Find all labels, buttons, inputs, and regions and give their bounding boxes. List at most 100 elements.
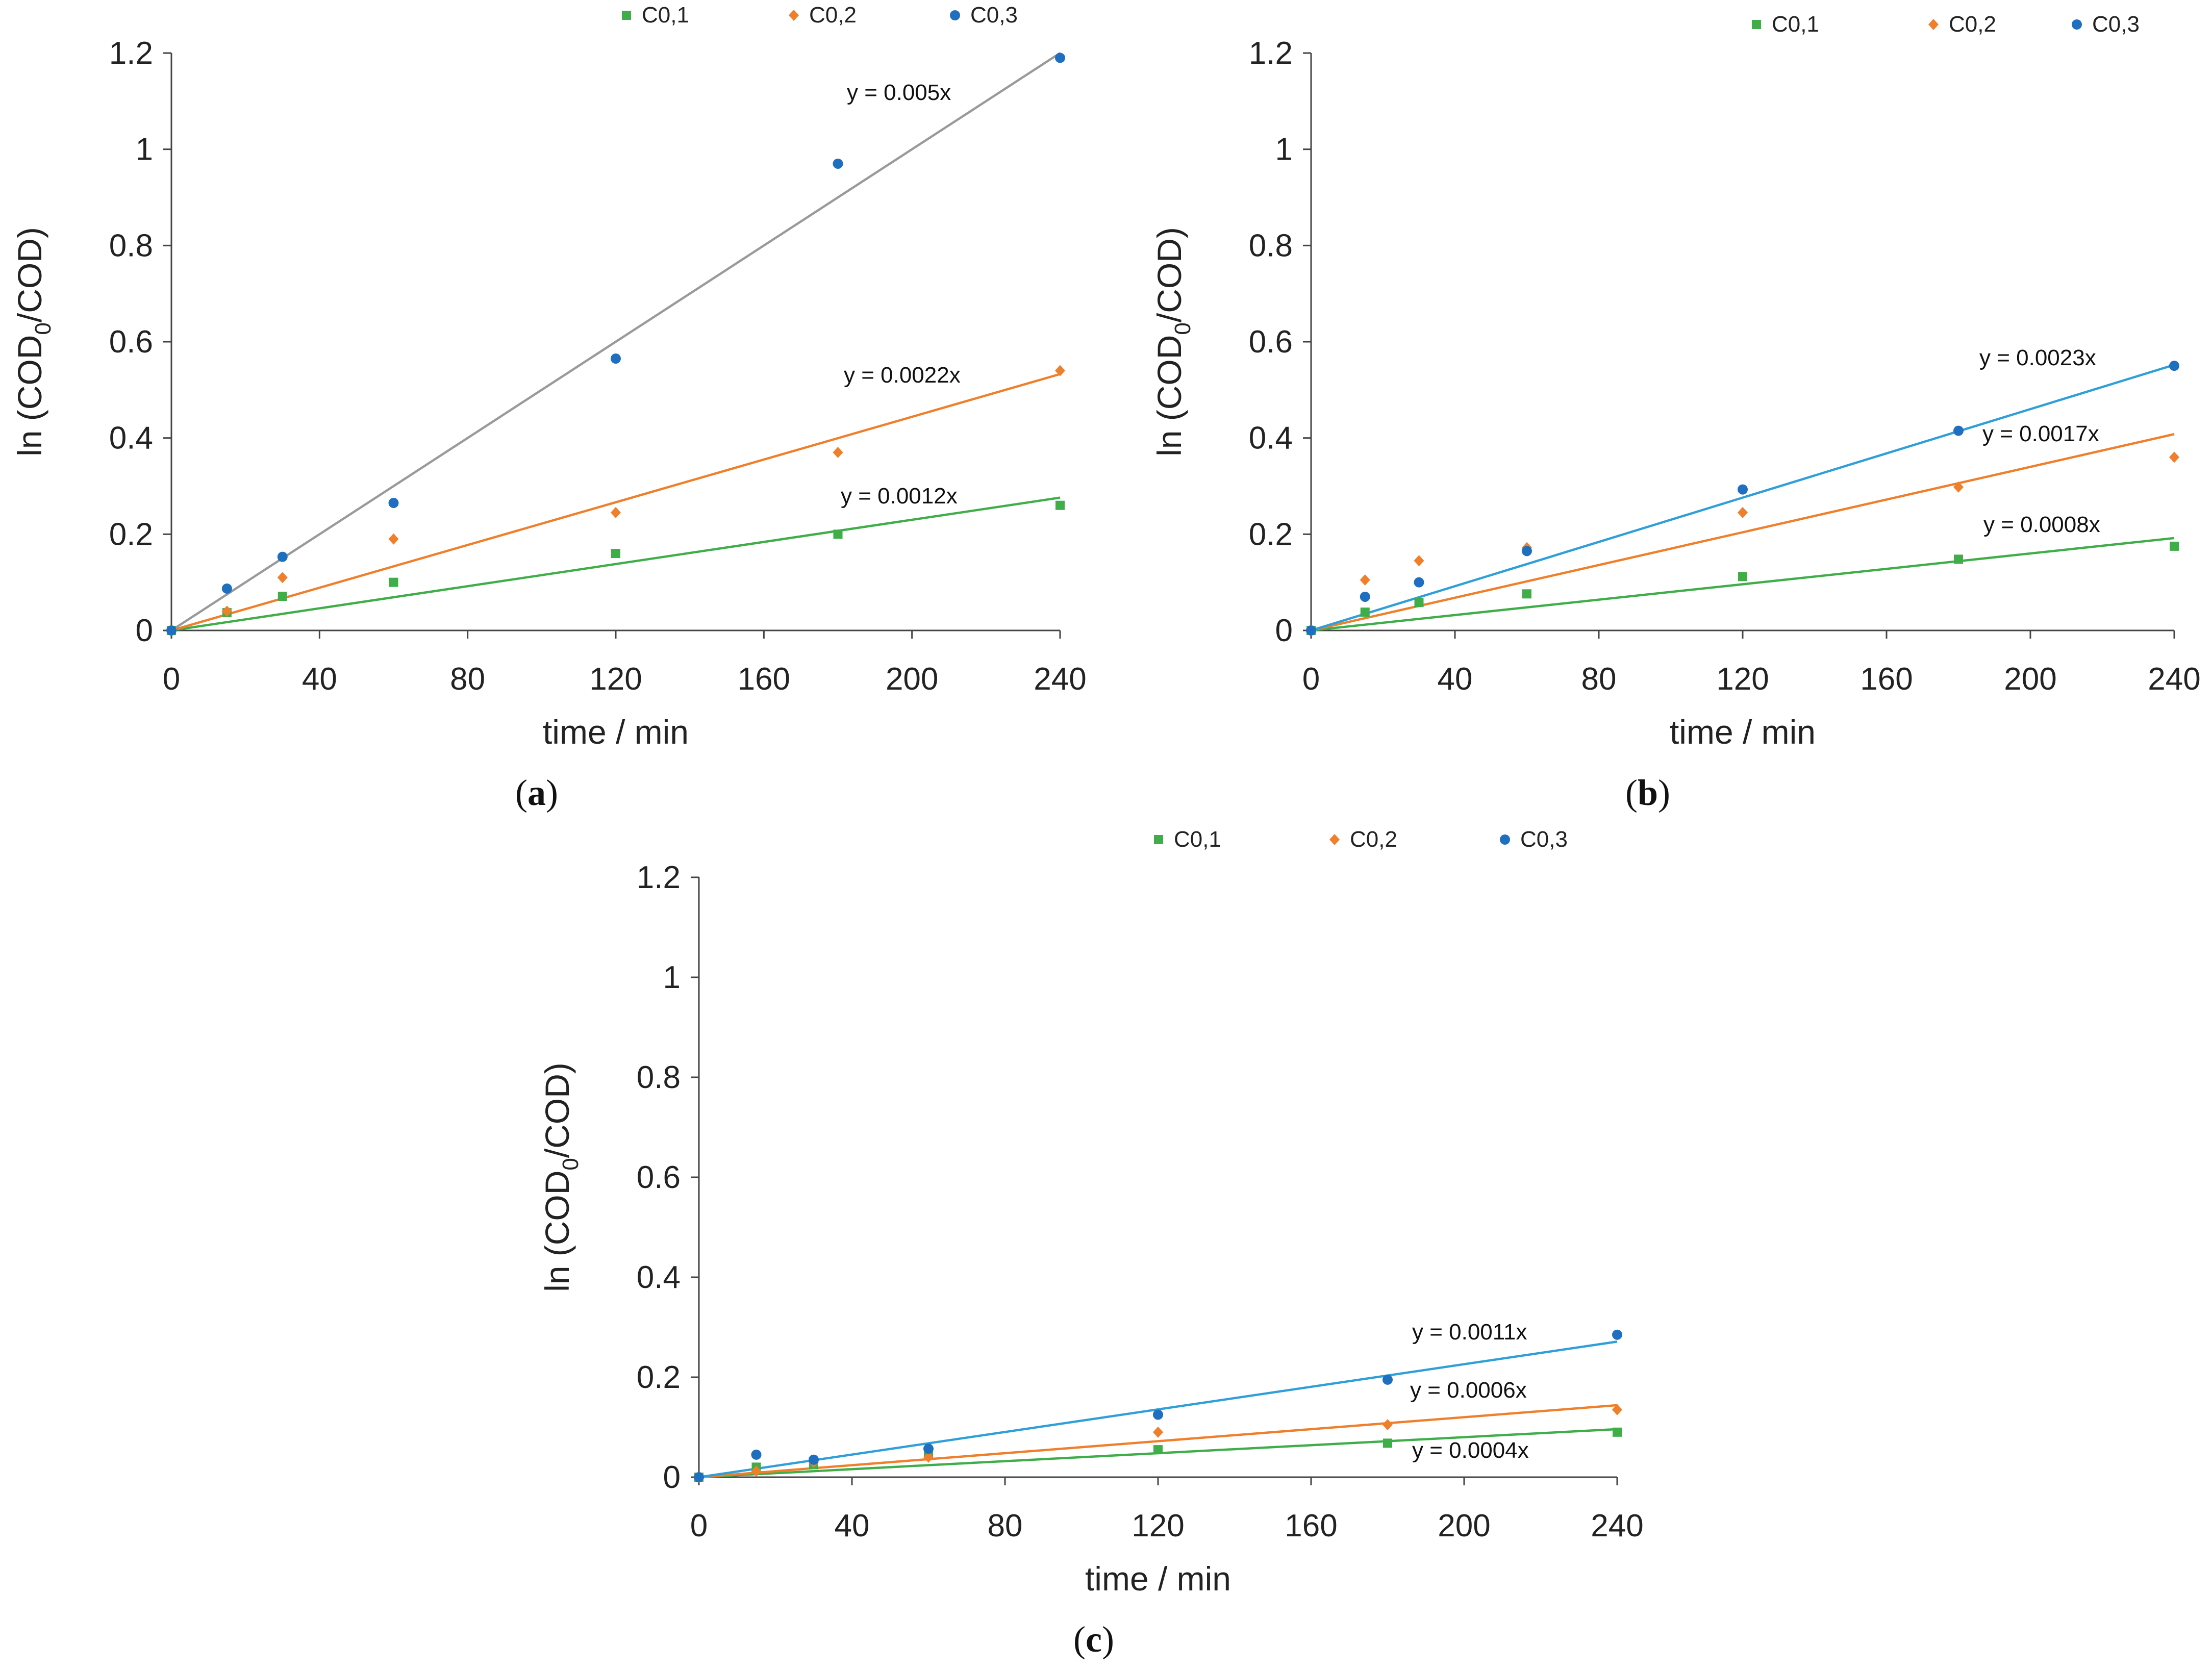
data-point	[1414, 598, 1424, 607]
y-axis-title-prefix: ln (COD	[11, 335, 48, 457]
data-point	[1153, 1445, 1163, 1455]
y-tick-label: 0.4	[1249, 421, 1293, 456]
legend: C0,1 C0,2 C0,3	[1154, 827, 1568, 852]
legend-label: C0,1	[1772, 12, 1819, 37]
data-point	[278, 592, 287, 601]
x-tick-label: 40	[1438, 662, 1473, 697]
legend: C0,1 C0,2 C0,3	[622, 3, 1018, 28]
data-point	[221, 583, 232, 594]
data-point	[1360, 574, 1370, 586]
y-tick-label: 0.4	[637, 1260, 681, 1295]
y-tick-label: 0	[663, 1460, 681, 1495]
x-tick-label: 160	[1285, 1508, 1337, 1543]
data-point	[1360, 591, 1370, 602]
legend-marker	[950, 10, 960, 20]
fit-equation-label: y = 0.0023x	[1979, 345, 2096, 370]
data-point	[1612, 1404, 1622, 1415]
data-point	[1383, 1438, 1392, 1448]
data-point	[1522, 589, 1531, 599]
y-tick-label: 1	[1275, 132, 1293, 167]
y-axis-title-suffix: /COD)	[11, 227, 48, 322]
data-point	[2169, 451, 2179, 463]
data-point	[1055, 53, 1065, 63]
data-point	[1153, 1409, 1163, 1420]
data-point	[1738, 507, 1748, 518]
fit-equation-label: y = 0.0006x	[1410, 1378, 1527, 1403]
x-tick-label: 40	[302, 662, 337, 697]
y-axis-title-subscript: 0	[1170, 322, 1195, 335]
fit-line-c0-2	[1311, 433, 2175, 632]
y-axis-title-prefix: ln (COD	[538, 1171, 576, 1292]
legend-label: C0,3	[1520, 827, 1568, 852]
data-point	[923, 1451, 934, 1463]
fit-line-c0-3	[1311, 364, 2175, 632]
legend-label: C0,2	[809, 3, 857, 28]
data-point	[1738, 484, 1748, 495]
fit-line-c0-3	[698, 1340, 1618, 1479]
fit-equation-label: y = 0.0004x	[1412, 1438, 1529, 1463]
x-axis-title: time / min	[1085, 1560, 1231, 1598]
data-point	[833, 529, 843, 539]
y-tick-label: 0.8	[109, 228, 153, 263]
data-point	[1612, 1329, 1622, 1340]
x-tick-label: 80	[1581, 662, 1617, 697]
fit-line-c0-2	[698, 1404, 1618, 1479]
y-tick-label: 0.4	[109, 421, 153, 456]
y-tick-label: 0.6	[637, 1160, 681, 1195]
data-point	[1954, 554, 1963, 564]
y-axis-title-subscript: 0	[558, 1158, 583, 1170]
data-point	[1153, 1426, 1163, 1438]
y-tick-label: 0	[1275, 613, 1293, 648]
data-point	[1055, 500, 1065, 510]
panel-label: (b)	[1625, 772, 1670, 813]
legend-marker	[622, 11, 631, 20]
series-points-c0-3	[166, 53, 1065, 636]
fit-equation-label: y = 0.0012x	[841, 484, 958, 509]
legend-marker	[2072, 19, 2082, 30]
x-tick-label: 120	[1132, 1508, 1184, 1543]
x-tick-label: 200	[2004, 662, 2056, 697]
data-point	[1382, 1374, 1393, 1385]
series-points-c0-3	[694, 1329, 1622, 1482]
data-point	[1414, 577, 1424, 588]
y-tick-label: 0	[136, 613, 153, 648]
legend-marker	[1500, 834, 1510, 845]
x-tick-label: 0	[1302, 662, 1320, 697]
data-point	[1055, 365, 1065, 376]
data-point	[751, 1465, 762, 1477]
y-axis-title-suffix: /COD)	[1150, 227, 1188, 322]
fit-line-c0-3	[170, 52, 1061, 631]
x-tick-label: 240	[2148, 662, 2200, 697]
legend-marker	[789, 10, 799, 21]
y-tick-label: 0.8	[1249, 228, 1293, 263]
y-axis-title-subscript: 0	[31, 322, 56, 335]
data-point	[1414, 555, 1424, 567]
data-point	[388, 498, 399, 509]
data-point	[389, 577, 398, 587]
data-point	[611, 507, 621, 518]
series-points-c0-1	[1306, 541, 2179, 635]
data-point	[221, 605, 232, 617]
series-points-c0-2	[1306, 451, 2179, 636]
chart-panel-a: 0 0.2 0.4 0.6 0.8 1 1.2 0 40 80 120 160 200 240 time /…	[11, 3, 1087, 813]
data-point	[2170, 541, 2179, 551]
data-point	[1953, 425, 1964, 436]
x-tick-label: 80	[988, 1508, 1023, 1543]
y-tick-label: 0.6	[1249, 324, 1293, 360]
y-tick-label: 1.2	[1249, 36, 1293, 71]
data-point	[1613, 1427, 1622, 1437]
y-tick-label: 1	[136, 132, 153, 167]
fit-equation-label: y = 0.0008x	[1983, 512, 2100, 537]
legend: C0,1 C0,2 C0,3	[1752, 12, 2140, 37]
series-points-c0-1	[167, 500, 1065, 635]
x-tick-label: 120	[1716, 662, 1769, 697]
data-point	[388, 533, 399, 545]
y-axis-title: ln (COD0/COD)	[538, 1062, 583, 1292]
x-tick-label: 240	[1034, 662, 1086, 697]
data-point	[833, 158, 843, 169]
x-tick-label: 240	[1591, 1508, 1643, 1543]
data-point	[1306, 625, 1316, 636]
data-point	[1382, 1419, 1393, 1431]
legend-marker	[1329, 834, 1340, 845]
